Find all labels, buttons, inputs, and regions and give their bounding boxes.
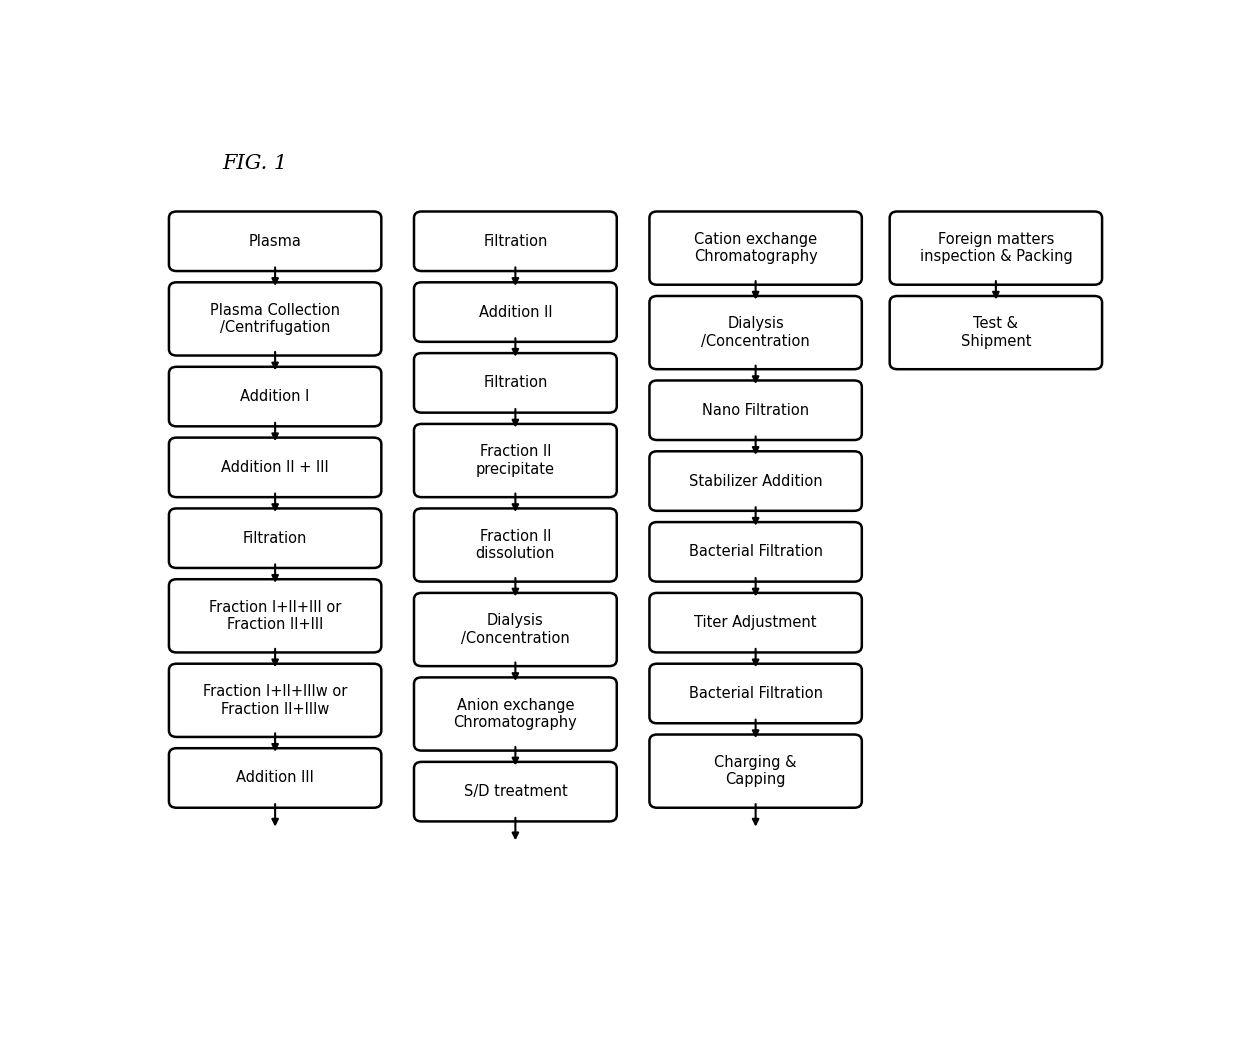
FancyBboxPatch shape bbox=[889, 296, 1102, 369]
FancyBboxPatch shape bbox=[650, 735, 862, 808]
Text: Filtration: Filtration bbox=[243, 531, 308, 545]
FancyBboxPatch shape bbox=[650, 211, 862, 284]
Text: Anion exchange
Chromatography: Anion exchange Chromatography bbox=[454, 698, 578, 730]
Text: Filtration: Filtration bbox=[484, 375, 548, 391]
Text: Addition III: Addition III bbox=[236, 770, 314, 786]
FancyBboxPatch shape bbox=[169, 664, 382, 737]
FancyBboxPatch shape bbox=[414, 677, 616, 750]
FancyBboxPatch shape bbox=[650, 380, 862, 440]
Text: Fraction I+II+III or
Fraction II+III: Fraction I+II+III or Fraction II+III bbox=[208, 600, 341, 632]
Text: Addition II + III: Addition II + III bbox=[221, 460, 329, 474]
FancyBboxPatch shape bbox=[650, 593, 862, 652]
Text: Fraction II
dissolution: Fraction II dissolution bbox=[476, 529, 556, 561]
Text: S/D treatment: S/D treatment bbox=[464, 784, 567, 799]
Text: Filtration: Filtration bbox=[484, 234, 548, 249]
Text: Titer Adjustment: Titer Adjustment bbox=[694, 616, 817, 630]
FancyBboxPatch shape bbox=[650, 296, 862, 369]
FancyBboxPatch shape bbox=[169, 438, 382, 497]
FancyBboxPatch shape bbox=[414, 353, 616, 413]
Text: Charging &
Capping: Charging & Capping bbox=[714, 754, 797, 787]
FancyBboxPatch shape bbox=[414, 593, 616, 666]
FancyBboxPatch shape bbox=[414, 762, 616, 821]
FancyBboxPatch shape bbox=[650, 664, 862, 723]
Text: Dialysis
/Concentration: Dialysis /Concentration bbox=[461, 613, 569, 646]
FancyBboxPatch shape bbox=[414, 424, 616, 497]
FancyBboxPatch shape bbox=[889, 211, 1102, 284]
FancyBboxPatch shape bbox=[169, 748, 382, 808]
Text: Fraction I+II+IIIw or
Fraction II+IIIw: Fraction I+II+IIIw or Fraction II+IIIw bbox=[203, 684, 347, 717]
Text: Addition II: Addition II bbox=[479, 304, 552, 320]
Text: Cation exchange
Chromatography: Cation exchange Chromatography bbox=[693, 232, 817, 264]
Text: Fraction II
precipitate: Fraction II precipitate bbox=[476, 444, 554, 477]
Text: Test &
Shipment: Test & Shipment bbox=[961, 317, 1032, 349]
Text: Stabilizer Addition: Stabilizer Addition bbox=[688, 473, 822, 489]
FancyBboxPatch shape bbox=[414, 282, 616, 342]
Text: Plasma: Plasma bbox=[249, 234, 301, 249]
FancyBboxPatch shape bbox=[169, 367, 382, 426]
FancyBboxPatch shape bbox=[169, 211, 382, 271]
Text: FIG. 1: FIG. 1 bbox=[222, 154, 288, 172]
Text: Plasma Collection
/Centrifugation: Plasma Collection /Centrifugation bbox=[210, 303, 340, 335]
FancyBboxPatch shape bbox=[414, 211, 616, 271]
Text: Foreign matters
inspection & Packing: Foreign matters inspection & Packing bbox=[920, 232, 1073, 264]
FancyBboxPatch shape bbox=[414, 509, 616, 582]
Text: Dialysis
/Concentration: Dialysis /Concentration bbox=[702, 317, 810, 349]
FancyBboxPatch shape bbox=[169, 579, 382, 652]
FancyBboxPatch shape bbox=[169, 509, 382, 568]
FancyBboxPatch shape bbox=[650, 451, 862, 511]
Text: Addition I: Addition I bbox=[241, 389, 310, 404]
Text: Bacterial Filtration: Bacterial Filtration bbox=[688, 544, 822, 559]
FancyBboxPatch shape bbox=[169, 282, 382, 355]
Text: Bacterial Filtration: Bacterial Filtration bbox=[688, 686, 822, 701]
Text: Nano Filtration: Nano Filtration bbox=[702, 402, 810, 418]
FancyBboxPatch shape bbox=[650, 522, 862, 582]
